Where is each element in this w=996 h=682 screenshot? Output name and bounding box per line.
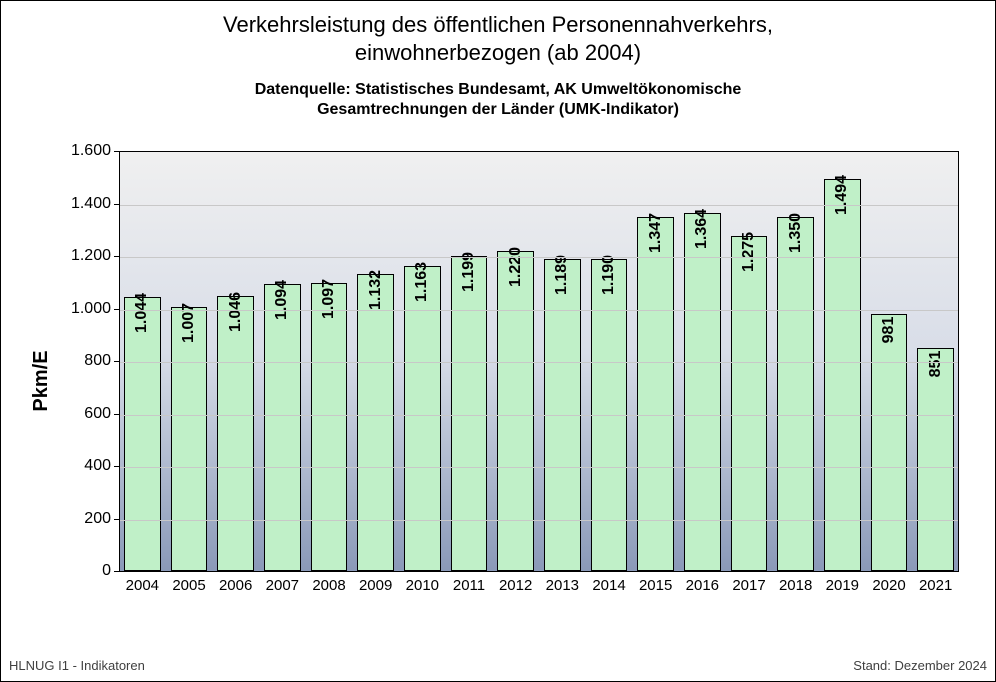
bar-value-label: 851 — [927, 350, 945, 377]
bar-value-label: 1.494 — [833, 175, 851, 215]
bar-value-label: 1.199 — [460, 252, 478, 292]
xtick-label: 2007 — [266, 577, 299, 594]
bar: 1.220 — [497, 251, 533, 571]
bar-value-label: 1.097 — [320, 279, 338, 319]
ytick-mark — [114, 361, 119, 362]
xtick-label: 2011 — [453, 577, 485, 594]
xtick-label: 2005 — [172, 577, 205, 594]
ytick-mark — [114, 309, 119, 310]
y-axis-label: Pkm/E — [30, 350, 53, 411]
ytick-mark — [114, 519, 119, 520]
plot-area: 1.044 1.007 1.046 1.094 1.097 1.132 1.163 1.199… — [119, 151, 959, 571]
chart-title: Verkehrsleistung des öffentlichen Person… — [1, 11, 995, 66]
bar-value-label: 1.046 — [227, 292, 245, 332]
bar: 981 — [871, 314, 907, 572]
bar: 1.044 — [124, 297, 160, 571]
xtick-label: 2019 — [826, 577, 859, 594]
grid-line — [119, 205, 958, 206]
xtick-label: 2014 — [592, 577, 625, 594]
bar-value-label: 1.132 — [367, 270, 385, 310]
bar-value-label: 1.347 — [647, 213, 665, 253]
title-line2: einwohnerbezogen (ab 2004) — [355, 40, 641, 65]
bar: 1.494 — [824, 179, 860, 571]
ytick-label: 1.000 — [51, 300, 111, 318]
bar-value-label: 1.189 — [553, 255, 571, 295]
title-line1: Verkehrsleistung des öffentlichen Person… — [223, 12, 773, 37]
ytick-label: 0 — [51, 562, 111, 580]
bar: 1.097 — [311, 283, 347, 571]
ytick-label: 1.600 — [51, 142, 111, 160]
bar: 1.350 — [777, 217, 813, 571]
ytick-mark — [114, 151, 119, 152]
ytick-mark — [114, 466, 119, 467]
bar-value-label: 1.220 — [507, 247, 525, 287]
xtick-label: 2015 — [639, 577, 672, 594]
chart-frame: Verkehrsleistung des öffentlichen Person… — [0, 0, 996, 682]
grid-line — [119, 257, 958, 258]
ytick-mark — [114, 414, 119, 415]
bar: 1.132 — [357, 274, 393, 571]
bar-value-label: 1.163 — [413, 262, 431, 302]
bar: 1.275 — [731, 236, 767, 571]
footer-right: Stand: Dezember 2024 — [853, 658, 987, 673]
xtick-label: 2018 — [779, 577, 812, 594]
ytick-label: 1.400 — [51, 195, 111, 213]
bar-value-label: 1.364 — [693, 209, 711, 249]
x-axis-line — [119, 571, 959, 572]
bar: 1.364 — [684, 213, 720, 571]
grid-line — [119, 310, 958, 311]
ytick-mark — [114, 204, 119, 205]
bar: 851 — [917, 348, 953, 571]
bar-value-label: 1.275 — [740, 232, 758, 272]
subtitle-line1: Datenquelle: Statistisches Bundesamt, AK… — [255, 81, 742, 98]
ytick-mark — [114, 571, 119, 572]
ytick-label: 400 — [51, 457, 111, 475]
xtick-label: 2016 — [686, 577, 719, 594]
xtick-label: 2004 — [126, 577, 159, 594]
y-axis-line — [119, 151, 120, 571]
grid-line — [119, 520, 958, 521]
xtick-label: 2021 — [919, 577, 952, 594]
ytick-label: 800 — [51, 352, 111, 370]
grid-line — [119, 415, 958, 416]
xtick-label: 2013 — [546, 577, 579, 594]
footer-left: HLNUG I1 - Indikatoren — [9, 658, 145, 673]
subtitle-line2: Gesamtrechnungen der Länder (UMK-Indikat… — [317, 101, 679, 118]
xtick-label: 2009 — [359, 577, 392, 594]
bar: 1.163 — [404, 266, 440, 571]
bar-value-label: 1.190 — [600, 255, 618, 295]
bar: 1.347 — [637, 217, 673, 571]
title-block: Verkehrsleistung des öffentlichen Person… — [1, 1, 995, 120]
xtick-label: 2012 — [499, 577, 532, 594]
bar-value-label: 1.094 — [273, 280, 291, 320]
grid-line — [119, 467, 958, 468]
bar: 1.007 — [171, 307, 207, 571]
bar: 1.094 — [264, 284, 300, 571]
ytick-label: 200 — [51, 510, 111, 528]
xtick-label: 2020 — [872, 577, 905, 594]
chart-area: Pkm/E 1.0441.0071.0461.0941.0971.1321.16… — [59, 151, 959, 611]
grid-line — [119, 362, 958, 363]
bar-value-label: 1.044 — [133, 293, 151, 333]
bar-value-label: 1.350 — [787, 213, 805, 253]
ytick-label: 600 — [51, 405, 111, 423]
ytick-mark — [114, 256, 119, 257]
ytick-label: 1.200 — [51, 247, 111, 265]
chart-subtitle: Datenquelle: Statistisches Bundesamt, AK… — [1, 80, 995, 120]
bar-value-label: 981 — [880, 316, 898, 343]
xtick-label: 2010 — [406, 577, 439, 594]
xtick-label: 2017 — [732, 577, 765, 594]
bar: 1.046 — [217, 296, 253, 571]
xtick-label: 2008 — [312, 577, 345, 594]
xtick-label: 2006 — [219, 577, 252, 594]
